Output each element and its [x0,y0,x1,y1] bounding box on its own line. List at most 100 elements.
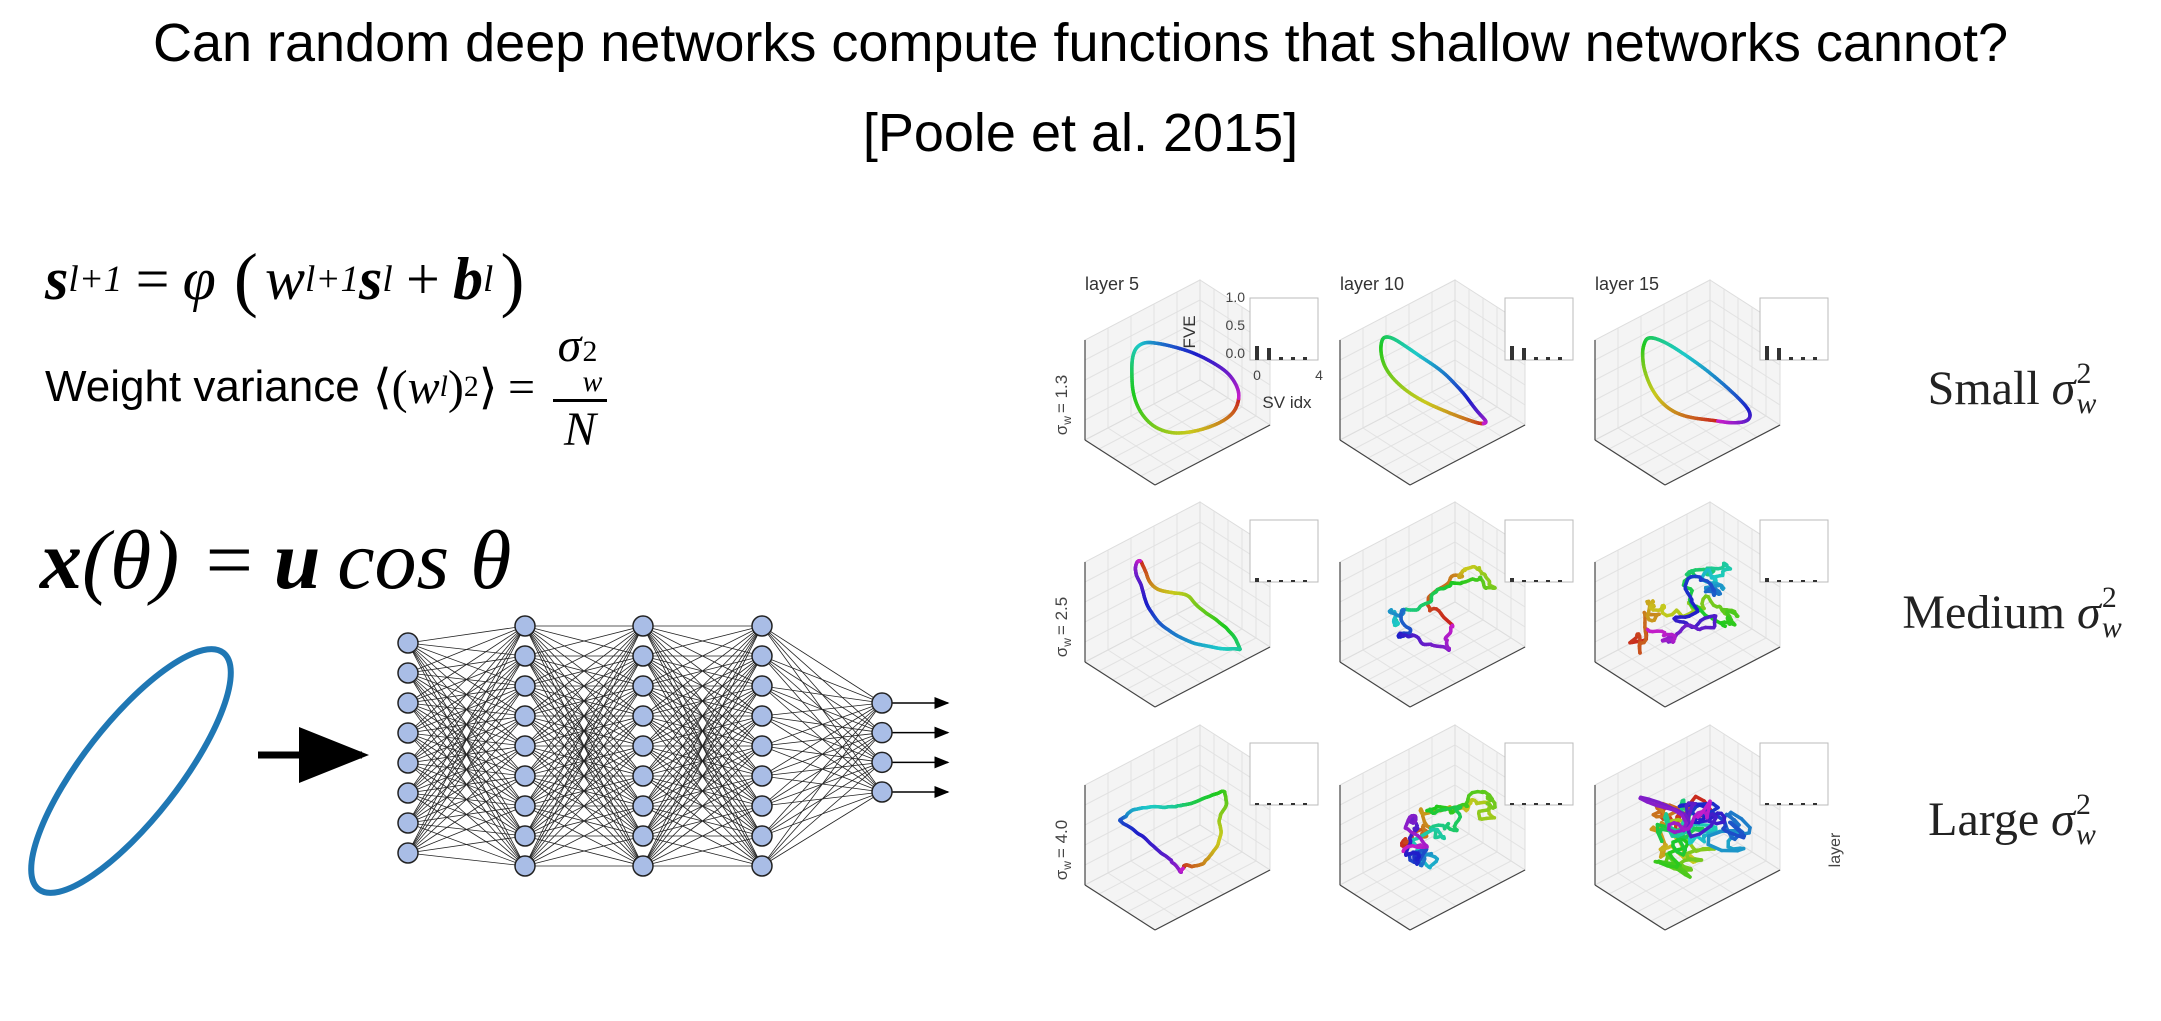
math-symbol: x [40,514,82,607]
math-paren: ) [500,239,525,319]
pane-grid [1084,521,1201,583]
pane-grid [1339,339,1456,401]
inset [1759,297,1829,361]
inset-bar [1267,580,1271,582]
pane-grid [1431,391,1503,438]
inset-bar [1303,803,1307,805]
sigma-symbol: σ [1052,869,1071,880]
pane-grid [1431,836,1503,883]
math-expression: (θ) = [82,514,257,607]
pane-grid [1663,848,1735,895]
edge [761,732,883,867]
edge [642,625,763,747]
pane-grid [1339,764,1456,826]
inset-tick-label: 0.5 [1226,317,1246,333]
pane-grid [1636,406,1753,468]
neuron [871,692,893,714]
neuron [397,812,419,834]
neuron [751,615,773,637]
inset-bar [1522,580,1526,582]
axis [1084,661,1156,708]
pane-grid [1594,541,1711,603]
neuron [514,645,536,667]
math-symbol: σ [2076,586,2101,640]
axis [1409,646,1526,708]
pane-grid [1640,860,1712,907]
inset-bar [1534,803,1538,805]
inset [1249,742,1319,806]
math-subscript: w [582,364,603,398]
neuron [751,645,773,667]
pane-grid [1084,784,1201,846]
neuron [514,765,536,787]
axis [1084,439,1156,486]
neuron [397,782,419,804]
edge [642,625,763,657]
pane-grid [1367,397,1484,459]
pane-grid [1709,339,1781,386]
inset-xlabel: SV idx [1262,393,1312,412]
edge [642,775,763,867]
pane-grid [1395,415,1512,477]
sigma-value: = 2.5 [1052,597,1071,635]
inset-bar [1801,803,1805,805]
edge [524,625,644,837]
neuron [632,615,654,637]
edge [761,702,883,837]
edge [524,625,644,687]
inset-bar [1813,803,1817,805]
edge [407,775,526,854]
pane-grid [1636,628,1753,690]
inset-bar [1255,578,1259,582]
pane-grid [1098,610,1215,672]
sigma-value: = 4.0 [1052,820,1071,858]
pane-grid [1362,427,1434,474]
trajectory-segment [1694,847,1711,853]
edge [761,702,883,807]
math-symbol: σ [2051,362,2076,416]
edge [642,625,763,837]
math-symbol: s [359,246,383,312]
neuron [632,645,654,667]
weight-variance-label: Weight variance [45,362,360,412]
edge [761,702,883,717]
edge [642,715,763,867]
neuron [751,675,773,697]
trajectory-segment [1706,842,1724,853]
pane-grid [1353,833,1470,895]
edge [407,625,526,794]
edge [524,625,644,717]
edge [524,625,644,777]
inset-bar [1789,803,1793,805]
pane-grid [1112,842,1229,904]
math-superscript: 2 [582,335,598,368]
trajectory-segment [1696,812,1703,819]
inset-bar [1813,580,1817,582]
pane-grid [1367,842,1484,904]
edge [407,655,526,854]
pane-grid [1636,851,1753,913]
neuron [397,722,419,744]
pane-grid [1454,804,1526,851]
axis [1154,646,1271,708]
inset-bar [1255,803,1259,805]
trajectory-segment [1658,830,1667,847]
inset-bar [1801,580,1805,582]
neuron [514,825,536,847]
inset-bar [1801,357,1805,360]
edge [761,685,883,704]
pane-grid [1153,625,1225,672]
pane-grid [1084,319,1201,381]
pane-grid [1686,391,1758,438]
sigma-subscript: w [1060,861,1074,871]
edge [761,762,883,867]
pane-grid [1126,406,1243,468]
pane-grid [1339,784,1456,846]
pane-grid [1126,851,1243,913]
inset-bar [1777,803,1781,805]
axis [1409,869,1526,931]
